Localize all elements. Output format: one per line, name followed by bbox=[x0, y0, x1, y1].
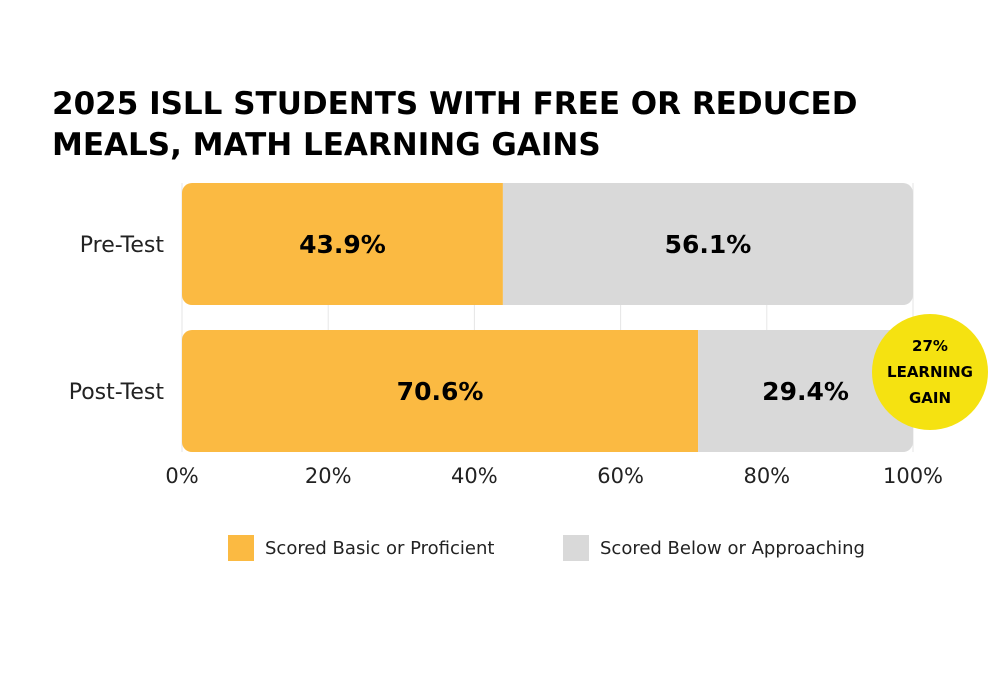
learning-gain-badge: 27% LEARNING GAIN bbox=[872, 314, 988, 430]
x-tick-label-40: 40% bbox=[451, 464, 498, 488]
x-tick-label-100: 100% bbox=[883, 464, 943, 488]
bar-row-pre-test bbox=[182, 183, 913, 305]
legend-item-basic-proficient: Scored Basic or Proficient bbox=[228, 534, 494, 562]
legend-label-basic-proficient: Scored Basic or Proficient bbox=[265, 537, 495, 559]
learning-gain-badge-line-1: 27% bbox=[912, 337, 948, 355]
category-label-pre-test: Pre-Test bbox=[80, 233, 165, 258]
category-label-post-test: Post-Test bbox=[69, 380, 165, 405]
bar-pre-test-series-0 bbox=[182, 183, 503, 305]
category-labels: Pre-Test Post-Test bbox=[69, 233, 165, 405]
x-tick-label-80: 80% bbox=[743, 464, 790, 488]
chart-title: 2025 ISLL STUDENTS WITH FREE OR REDUCED … bbox=[52, 86, 858, 163]
legend-swatch-basic-proficient bbox=[228, 535, 254, 561]
legend-item-below-approaching: Scored Below or Approaching bbox=[563, 534, 865, 562]
learning-gain-badge-line-2: LEARNING bbox=[887, 363, 973, 381]
bar-post-test-series-0 bbox=[182, 330, 699, 452]
legend: Scored Basic or Proficient Scored Below … bbox=[0, 534, 1000, 562]
x-tick-label-60: 60% bbox=[597, 464, 644, 488]
x-tick-label-20: 20% bbox=[305, 464, 352, 488]
x-axis-ticks: 0% 20% 40% 60% 80% 100% bbox=[165, 464, 943, 488]
data-label-post-test-series-1: 29.4% bbox=[762, 377, 849, 406]
bars: 43.9% 56.1% 70.6% 29.4% bbox=[182, 183, 913, 452]
data-label-pre-test-series-0: 43.9% bbox=[299, 230, 386, 259]
data-label-post-test-series-0: 70.6% bbox=[397, 377, 484, 406]
legend-label-below-approaching: Scored Below or Approaching bbox=[600, 537, 865, 559]
learning-gain-badge-circle bbox=[872, 314, 988, 430]
x-tick-label-0: 0% bbox=[165, 464, 198, 488]
data-label-pre-test-series-1: 56.1% bbox=[665, 230, 752, 259]
bar-pre-test-series-1 bbox=[502, 183, 913, 305]
learning-gain-badge-line-3: GAIN bbox=[909, 389, 951, 407]
legend-swatch-below-approaching bbox=[563, 535, 589, 561]
